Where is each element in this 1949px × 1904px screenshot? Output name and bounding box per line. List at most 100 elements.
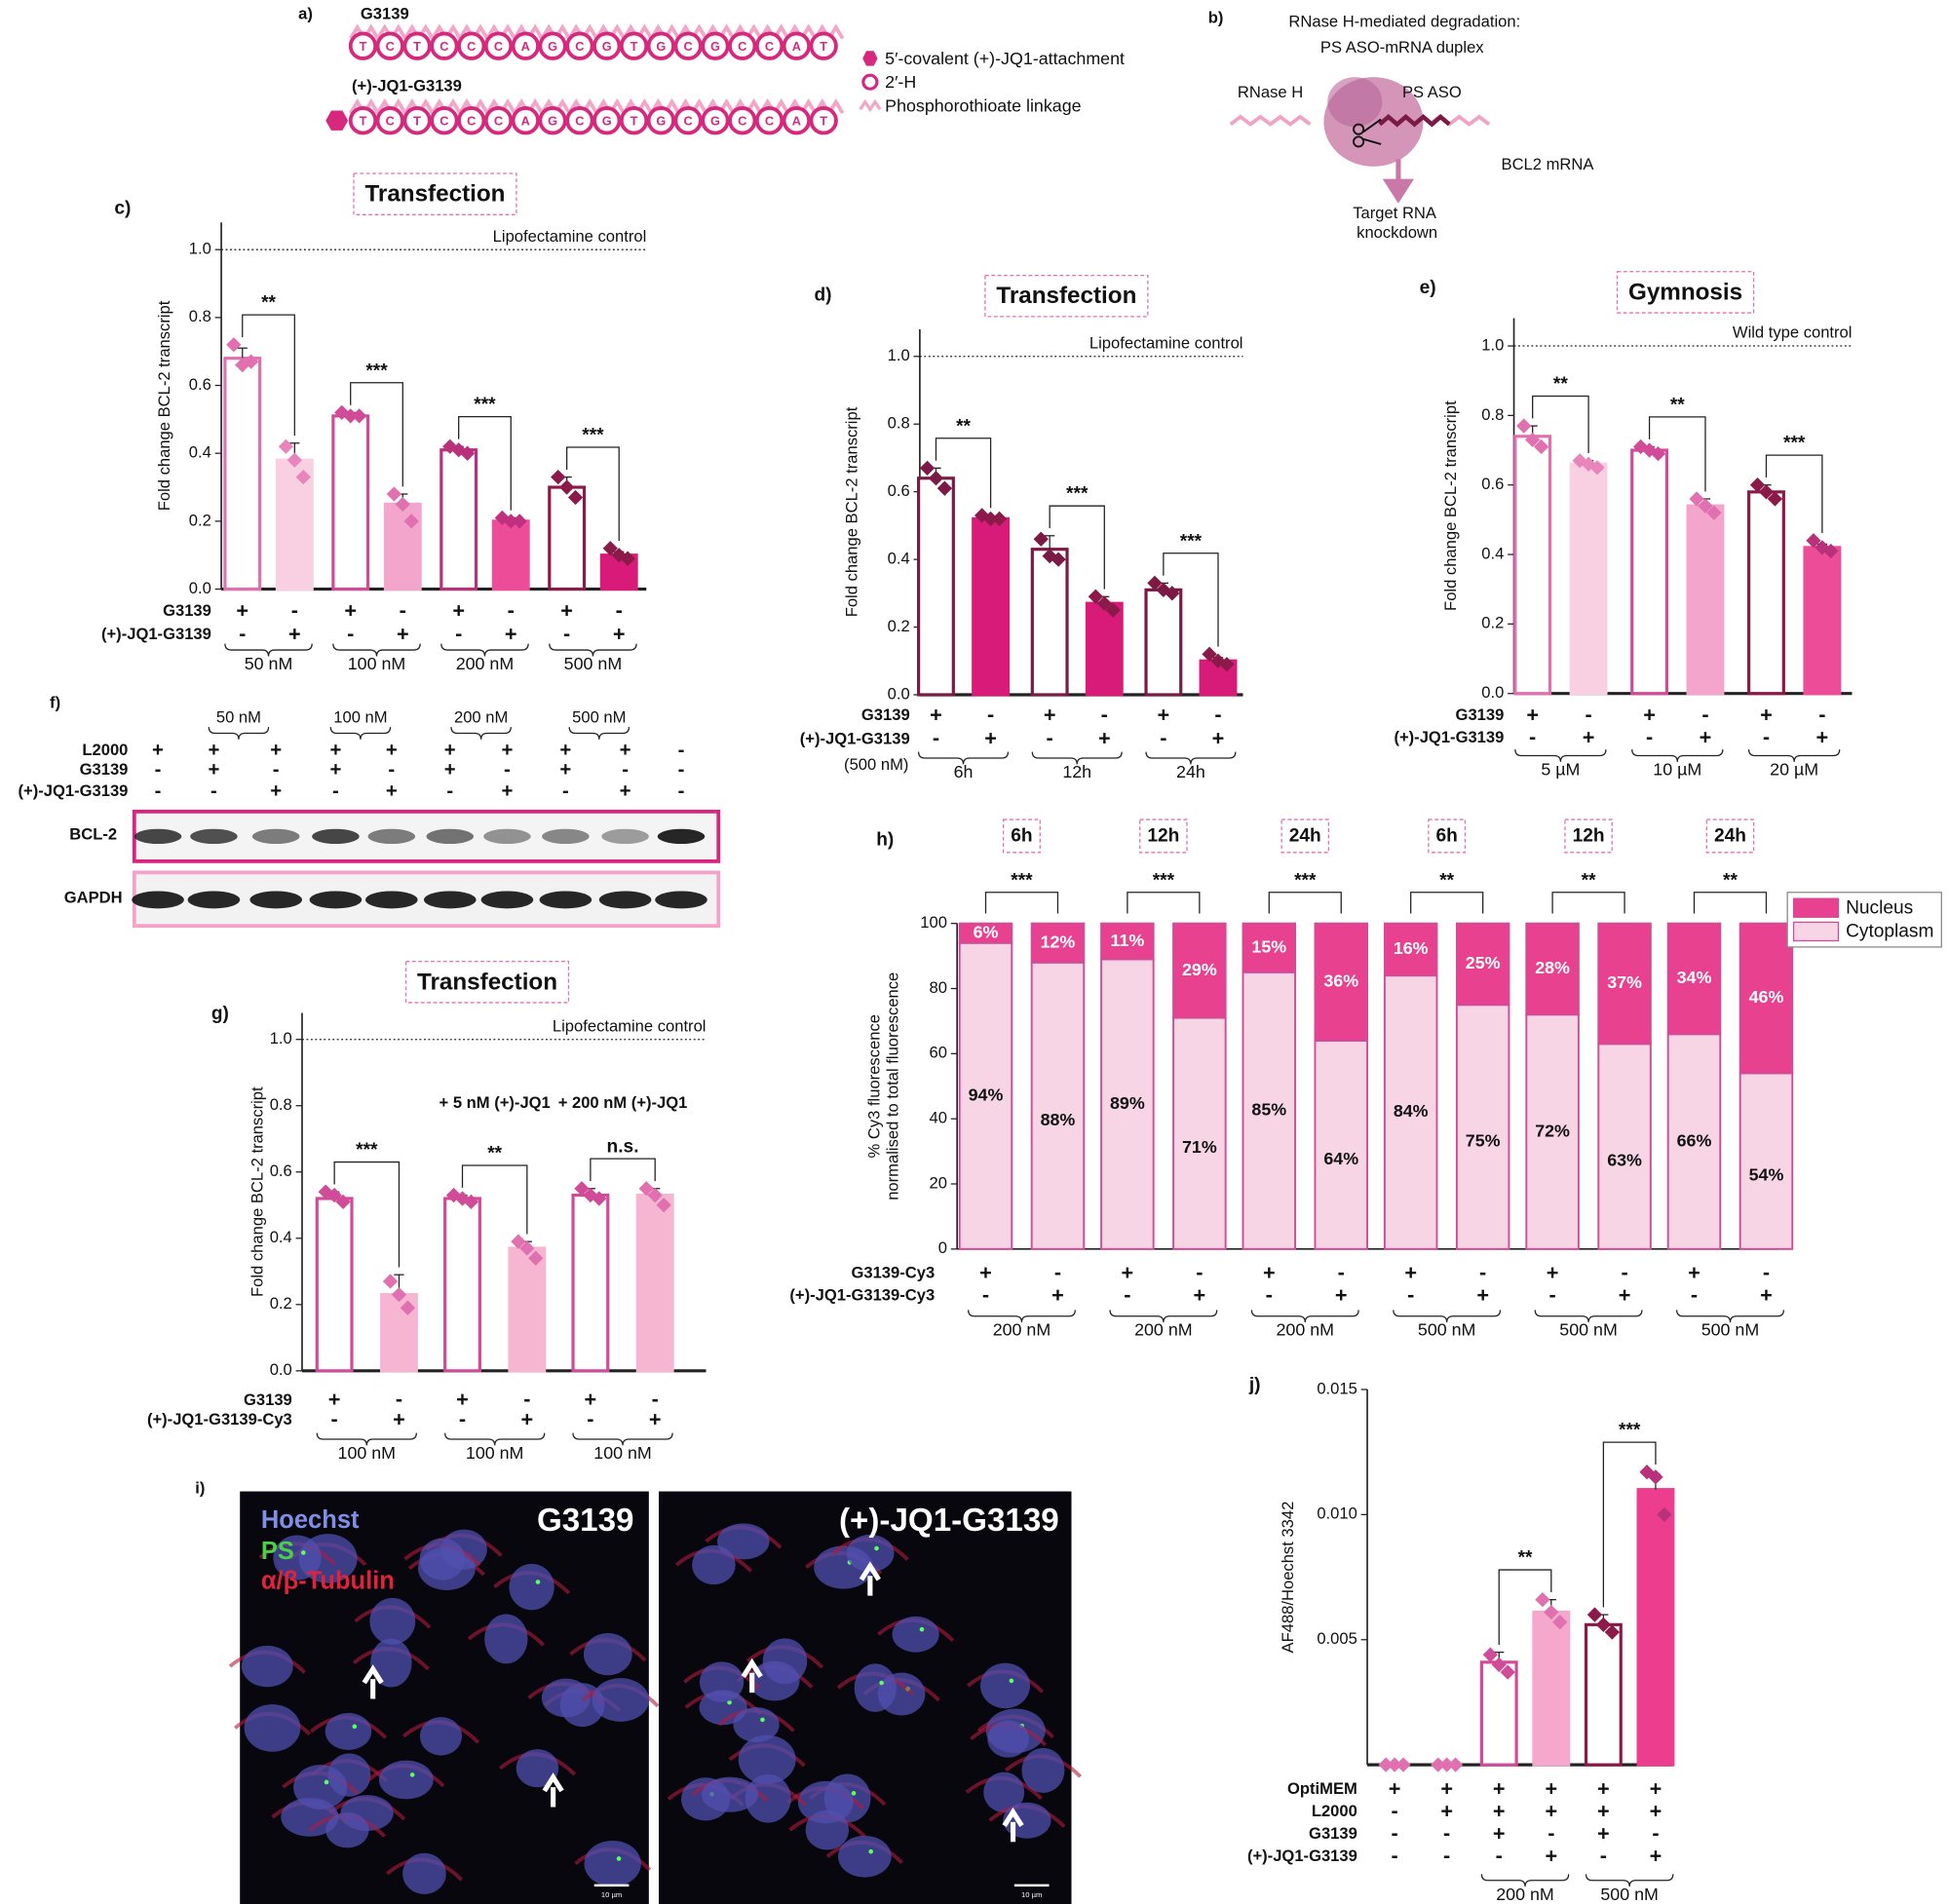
time-box (1003, 819, 1041, 854)
condition-sign: + (1643, 702, 1656, 726)
band (657, 828, 706, 845)
ps-dot (616, 1856, 622, 1861)
condition-sign: - (616, 597, 623, 622)
band (598, 891, 652, 909)
legend-text: 5′-covalent (+)-JQ1-attachment (885, 49, 1125, 68)
nucleus (378, 1760, 434, 1800)
legend-text: Phosphorothioate linkage (885, 95, 1081, 115)
nucleotide (809, 31, 838, 60)
condition-sign: + (1760, 1282, 1773, 1307)
nucleotide-letter: C (439, 39, 448, 54)
bar (223, 357, 262, 591)
bar (1085, 601, 1124, 697)
band (601, 828, 649, 845)
nucleus (293, 1765, 348, 1809)
image-title: G3139 (537, 1503, 634, 1539)
brace (1480, 1874, 1570, 1887)
bar-segment (1525, 1013, 1580, 1250)
band (251, 828, 300, 845)
group-label: 100 nM (338, 1443, 397, 1463)
brace (440, 643, 529, 657)
condition-sign: + (1597, 1798, 1610, 1822)
significance-label: *** (1011, 870, 1033, 891)
y-tick-label: 0.0 (888, 684, 910, 703)
significance-label: *** (1153, 870, 1175, 891)
ps-dot (851, 1791, 857, 1796)
data-point (1491, 1656, 1507, 1673)
group-label: 200 nM (1277, 1320, 1335, 1340)
data-point (244, 354, 259, 369)
y-tick-label: 0.005 (1317, 1629, 1357, 1648)
y-tick-label: 1.0 (1481, 335, 1504, 354)
data-point (1219, 657, 1235, 672)
nucleotide-letter: A (792, 113, 801, 128)
group-label: 50 nM (245, 654, 293, 673)
group-label: 500 nM (1559, 1320, 1618, 1340)
condition-sign: + (1650, 1843, 1662, 1867)
condition-sign: + (1597, 1775, 1610, 1800)
group-label: 6h (954, 762, 974, 781)
nucleus (738, 1734, 796, 1784)
nucleotide (701, 31, 730, 60)
condition-sign: - (678, 759, 685, 781)
ps-dot (874, 1545, 879, 1551)
nucleotide (457, 31, 486, 60)
band (132, 891, 184, 909)
nucleotide-letter: C (738, 113, 746, 128)
label: PS ASO (1402, 83, 1462, 101)
bar (1513, 435, 1552, 696)
y-tick-label: 0.2 (189, 511, 211, 529)
bar-segment (1030, 922, 1086, 964)
group-label: 12h (1062, 762, 1091, 781)
ps-dot (535, 1580, 541, 1584)
rnase-h (1327, 77, 1383, 128)
condition-sign: + (1389, 1775, 1401, 1800)
data-point (1586, 1607, 1603, 1622)
brace (208, 727, 270, 740)
data-point (459, 445, 476, 461)
data-point (343, 408, 359, 424)
condition-sign: - (388, 759, 395, 781)
data-point (1749, 477, 1766, 493)
panel-letter: f) (50, 693, 60, 711)
time-box (1705, 819, 1755, 854)
condition-sign: + (329, 759, 341, 781)
condition-name: (+)-JQ1-G3139 (800, 729, 910, 747)
y-tick-label: 40 (929, 1109, 946, 1127)
data-point (1042, 548, 1057, 564)
nucleotide-letter: C (765, 113, 774, 128)
nucleus (892, 1616, 939, 1653)
nucleus (273, 1535, 322, 1580)
condition-sign: - (587, 1407, 593, 1431)
condition-sign: - (622, 759, 629, 781)
nucleotide-letter: C (575, 113, 584, 128)
bar-segment (1172, 1016, 1227, 1250)
condition-sign: - (446, 781, 453, 802)
data-point (403, 514, 419, 529)
data-point (928, 471, 944, 486)
condition-sign: + (208, 740, 219, 761)
y-tick-label: 100 (920, 913, 947, 932)
y-tick-label: 0.010 (1317, 1504, 1357, 1523)
nucleotide (728, 31, 757, 60)
condition-sign: - (1701, 702, 1708, 726)
value-label: 72% (1535, 1121, 1570, 1140)
condition-sign: - (504, 759, 511, 781)
y-axis-label: Fold change BCL-2 transcript (248, 1086, 267, 1297)
y-tick-label: 0.8 (888, 414, 910, 433)
condition-sign: - (1407, 1282, 1414, 1307)
significance-bracket (1049, 505, 1105, 590)
y-tick-label: 0.8 (270, 1095, 292, 1114)
annotation: + 200 nM (+)-JQ1 (558, 1093, 688, 1112)
condition-name: G3139 (163, 601, 211, 620)
condition-sign: + (1335, 1282, 1348, 1307)
title-box (984, 274, 1149, 318)
bar-segment (1314, 922, 1369, 1042)
condition-sign: - (562, 781, 569, 802)
condition-sign: - (1443, 1820, 1450, 1845)
nucleus (980, 1662, 1030, 1709)
significance-label: ** (261, 293, 276, 314)
brace (444, 1432, 546, 1446)
y-axis-label: normalised to total fluorescence (883, 972, 901, 1200)
ps-aso (1378, 113, 1451, 128)
